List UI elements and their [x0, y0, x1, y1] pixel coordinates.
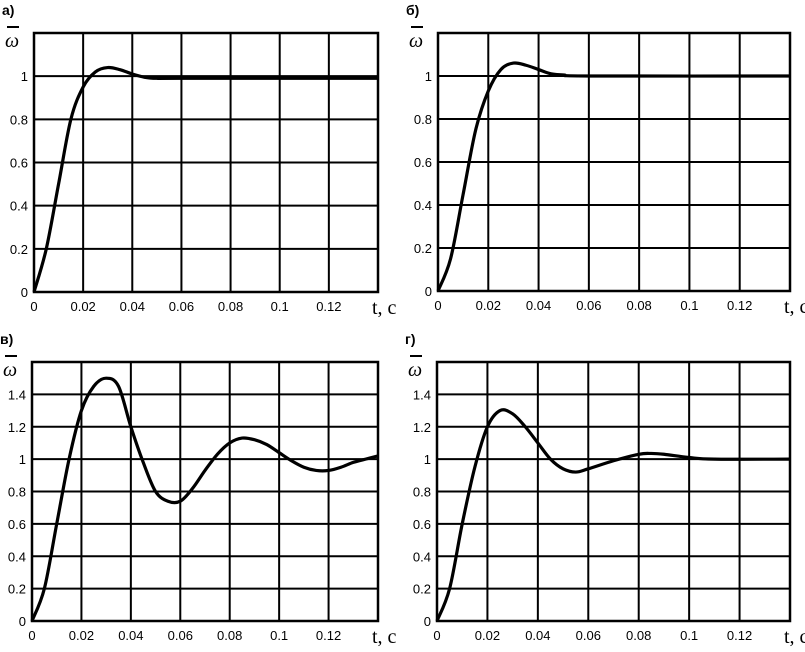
y-tick-label: 0.2	[413, 582, 431, 597]
y-axis-label: ω	[5, 30, 19, 52]
x-tick-label: 0.1	[270, 628, 288, 643]
y-tick-label: 0	[21, 285, 28, 300]
x-axis-label: t, c	[784, 296, 805, 318]
y-axis-label: ω	[408, 359, 422, 381]
x-tick-label: 0	[434, 298, 441, 313]
x-tick-label: 0.06	[169, 299, 194, 314]
y-tick-label: 0.4	[8, 549, 26, 564]
y-tick-label: 1	[21, 69, 28, 84]
y-axis-label: ω	[409, 30, 423, 52]
y-tick-label: 0.4	[414, 198, 432, 213]
y-tick-label: 0.6	[10, 156, 28, 171]
y-axis-label: ω	[3, 359, 17, 381]
x-tick-label: 0.1	[271, 299, 289, 314]
x-tick-label: 0.1	[680, 298, 698, 313]
x-tick-label: 0.12	[316, 628, 341, 643]
plot-frame	[32, 31, 380, 294]
y-tick-label: 1.2	[8, 420, 26, 435]
chart-panel: 0 0.2 0.4 0.6 0.8 1 0 0.02 0.04 0.06 0.08 0.1 0.12 а)…	[2, 2, 397, 319]
x-tick-label: 0.02	[70, 299, 95, 314]
plot-frame	[436, 31, 792, 293]
x-axis-label: t, c	[372, 297, 397, 319]
y-tick-label: 1.4	[8, 387, 26, 402]
x-tick-label: 0.04	[526, 298, 551, 313]
plot-frame	[30, 360, 380, 623]
y-tick-label: 0.2	[10, 242, 28, 257]
y-tick-label: 1	[424, 452, 431, 467]
panel-label: б)	[406, 2, 419, 18]
x-tick-label: 0.12	[727, 628, 752, 643]
y-tick-label: 1.4	[413, 387, 431, 402]
x-tick-label: 0.08	[218, 299, 243, 314]
y-tick-label: 0	[19, 614, 26, 629]
x-tick-label: 0.02	[476, 298, 501, 313]
x-tick-label: 0.06	[168, 628, 193, 643]
x-tick-label: 0.02	[475, 628, 500, 643]
x-tick-label: 0.1	[680, 628, 698, 643]
x-tick-label: 0.12	[727, 298, 752, 313]
x-axis-label: t, c	[372, 626, 397, 648]
x-tick-label: 0.08	[626, 628, 651, 643]
x-tick-label: 0.04	[120, 299, 145, 314]
y-tick-label: 0.4	[413, 549, 431, 564]
x-tick-label: 0	[433, 628, 440, 643]
y-tick-label: 0.6	[414, 155, 432, 170]
y-tick-label: 0.8	[413, 485, 431, 500]
chart-panel: 0 0.2 0.4 0.6 0.8 1 0 0.02 0.04 0.06 0.08 0.1 0.12 б)…	[406, 2, 805, 318]
series-line	[30, 376, 379, 622]
y-tick-label: 0.6	[8, 517, 26, 532]
x-tick-label: 0	[30, 299, 37, 314]
x-tick-label: 0.04	[118, 628, 143, 643]
chart-panel: 0 0.2 0.4 0.6 0.8 1 1.2 1.4 0 0.02 0.04 0.06 0.08 0.1…	[0, 331, 397, 648]
y-tick-label: 0.8	[8, 485, 26, 500]
x-tick-label: 0.08	[626, 298, 651, 313]
x-tick-label: 0.06	[576, 628, 601, 643]
y-tick-label: 1	[425, 69, 432, 84]
y-tick-label: 0.8	[10, 112, 28, 127]
series-line	[436, 61, 791, 292]
y-tick-label: 0.4	[10, 199, 28, 214]
panel-label: а)	[2, 2, 14, 18]
series-line	[32, 65, 378, 293]
x-tick-label: 0.04	[525, 628, 550, 643]
y-tick-label: 0.8	[414, 112, 432, 127]
x-tick-label: 0.08	[217, 628, 242, 643]
y-tick-label: 0	[425, 284, 432, 299]
chart-panel: 0 0.2 0.4 0.6 0.8 1 1.2 1.4 0 0.02 0.04 0.06 0.08 0.1…	[405, 331, 805, 648]
x-axis-label: t, c	[784, 626, 805, 648]
y-tick-label: 0.6	[413, 517, 431, 532]
y-tick-label: 0	[424, 614, 431, 629]
x-tick-label: 0.12	[316, 299, 341, 314]
y-tick-label: 0.2	[8, 582, 26, 597]
x-tick-label: 0.02	[69, 628, 94, 643]
x-tick-label: 0	[28, 628, 35, 643]
plot-frame	[435, 360, 792, 623]
y-tick-label: 1.2	[413, 420, 431, 435]
panel-label: в)	[0, 331, 13, 347]
y-tick-label: 1	[19, 452, 26, 467]
x-tick-label: 0.06	[576, 298, 601, 313]
y-tick-label: 0.2	[414, 241, 432, 256]
panel-label: г)	[405, 331, 416, 347]
